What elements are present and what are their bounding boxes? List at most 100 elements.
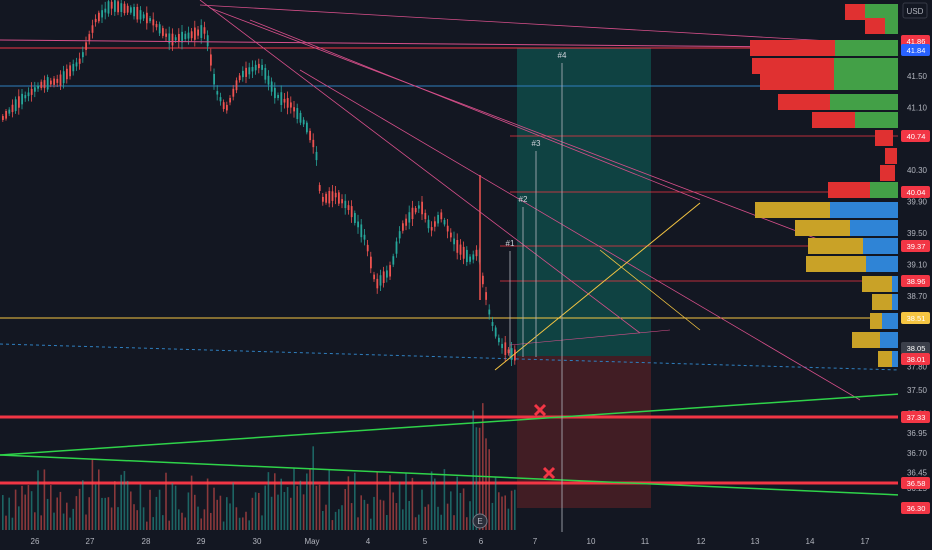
volume-bar — [424, 506, 426, 530]
price-axis[interactable]: 41.5041.1040.3039.9039.5039.1038.7038.40… — [898, 0, 932, 532]
trend-line[interactable] — [0, 454, 901, 496]
candle-body — [341, 199, 343, 204]
trade-marker-label[interactable]: #4 — [558, 51, 567, 60]
volume-profile-bar — [875, 130, 893, 146]
volume-profile-bar — [834, 74, 900, 90]
candle-body — [181, 31, 183, 43]
candle-body — [283, 98, 286, 103]
candle-body — [245, 67, 247, 77]
volume-bar — [107, 497, 110, 530]
volume-bar — [254, 492, 257, 530]
price-badge[interactable] — [901, 312, 930, 324]
volume-bar — [50, 485, 52, 530]
time-tick-label: 13 — [751, 537, 760, 546]
trend-line[interactable] — [509, 329, 671, 346]
volume-bar — [488, 449, 490, 530]
trend-line[interactable] — [199, 4, 901, 46]
volume-bar — [373, 496, 375, 530]
volume-profile-bar — [882, 313, 900, 329]
volume-bar — [168, 520, 170, 530]
profit-zone[interactable] — [517, 48, 651, 356]
trend-line[interactable] — [494, 202, 701, 371]
trend-line[interactable] — [299, 69, 861, 401]
time-axis-bg[interactable] — [0, 532, 932, 550]
candle-body — [315, 151, 318, 161]
volume-bar — [133, 504, 135, 530]
trend-line[interactable] — [199, 0, 641, 334]
price-badge[interactable] — [901, 477, 930, 489]
volume-profile-bar — [852, 332, 880, 348]
volume-profile-bar — [752, 58, 837, 74]
volume-bar — [437, 506, 439, 530]
volume-bar — [264, 485, 266, 530]
volume-bar — [226, 497, 228, 530]
trend-line[interactable] — [249, 19, 701, 201]
price-badge[interactable] — [901, 353, 930, 365]
earnings-event-icon[interactable] — [472, 513, 488, 529]
candle-body — [322, 196, 324, 202]
candle-body — [440, 212, 443, 220]
horizontal-levels[interactable] — [0, 47, 901, 485]
candles — [2, 0, 516, 366]
time-axis[interactable]: 26 27 28 29 30 May 4 5 6 7 10 11 12 13 14 17 — [0, 532, 932, 550]
currency-box[interactable] — [902, 2, 928, 19]
candle-body — [347, 205, 350, 211]
volume-bar — [357, 517, 359, 530]
price-axis-bg[interactable] — [898, 0, 932, 532]
trade-marker-label[interactable]: #1 — [506, 239, 515, 248]
loss-zone[interactable] — [517, 356, 651, 508]
volume-profile-bar — [830, 94, 900, 110]
trade-markers[interactable]: #1 #2 #3 #4 E — [472, 51, 567, 550]
trend-line[interactable] — [209, 7, 821, 241]
dashed-support-line[interactable] — [0, 343, 901, 371]
price-badge[interactable] — [901, 130, 930, 142]
candle-body — [27, 92, 30, 97]
price-badge[interactable] — [901, 186, 930, 198]
volume-profile-bar — [870, 182, 900, 198]
time-tick-label: 27 — [86, 537, 95, 546]
volume-bar — [315, 485, 318, 530]
candle-body — [69, 65, 71, 77]
volume-bar — [229, 503, 231, 530]
price-badge[interactable] — [901, 275, 930, 287]
volume-bar — [197, 506, 199, 530]
volume-profile-bar — [880, 332, 898, 348]
candle-body — [251, 66, 254, 72]
volume-bar — [245, 511, 247, 530]
volume-bar — [395, 503, 398, 530]
volume-bar — [258, 492, 260, 530]
time-tick-label: 12 — [697, 537, 706, 546]
trend-line[interactable] — [0, 393, 901, 456]
candle-body — [82, 52, 84, 58]
volume-bar — [459, 492, 462, 530]
candle-body — [104, 8, 107, 13]
price-badge[interactable] — [901, 342, 930, 354]
trade-marker-label[interactable]: #2 — [519, 195, 528, 204]
price-badge-label: 36.30 — [907, 504, 926, 513]
price-badge[interactable] — [901, 240, 930, 252]
volume-bar — [408, 500, 410, 530]
price-badge[interactable] — [901, 502, 930, 514]
trade-marker-label[interactable]: #3 — [532, 139, 541, 148]
volume-bar — [171, 483, 174, 530]
candle-body — [309, 130, 311, 141]
price-badge[interactable] — [901, 44, 930, 56]
candle-body — [62, 71, 65, 84]
candle-body — [395, 241, 398, 254]
fan-line[interactable] — [599, 249, 701, 331]
candle-body — [18, 96, 20, 108]
candle-body — [59, 74, 62, 86]
candle-body — [354, 213, 356, 223]
trend-lines[interactable] — [0, 0, 901, 496]
volume-bar — [2, 495, 4, 530]
volume-bar — [280, 478, 282, 530]
price-badge-label: 37.33 — [907, 413, 926, 422]
candle-body — [155, 23, 158, 28]
volume-profile-bar — [812, 112, 857, 128]
volume-bar — [309, 469, 311, 530]
price-badge[interactable] — [901, 411, 930, 423]
volume-bar — [43, 469, 46, 530]
volume-profile — [750, 4, 900, 367]
